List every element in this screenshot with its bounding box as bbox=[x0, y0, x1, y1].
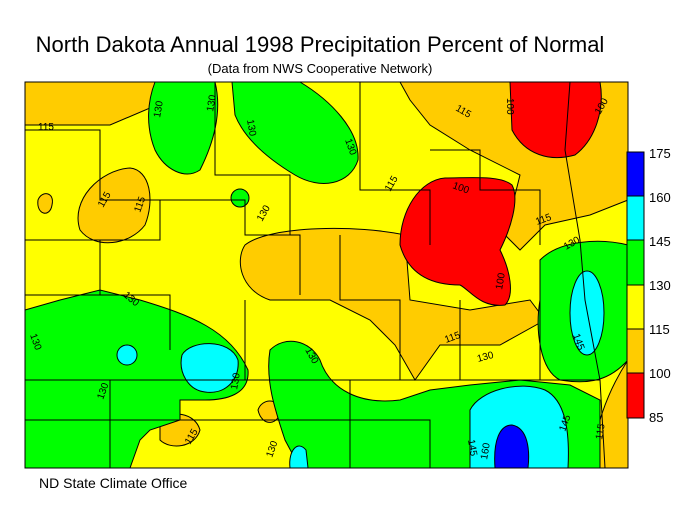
legend-tick: 145 bbox=[649, 234, 671, 249]
map-subtitle: (Data from NWS Cooperative Network) bbox=[207, 61, 433, 76]
credit-text: ND State Climate Office bbox=[39, 475, 188, 491]
contour-label: 115 bbox=[594, 422, 608, 440]
red-regions bbox=[399, 81, 602, 306]
contour-label: 145 bbox=[465, 439, 479, 458]
county-lines bbox=[25, 81, 606, 469]
contour-label: 115 bbox=[132, 195, 148, 214]
contour-label: 100 bbox=[494, 272, 508, 291]
contour-label: 130 bbox=[205, 94, 219, 113]
legend-tick: 130 bbox=[649, 278, 671, 293]
legend-tick: 175 bbox=[649, 146, 671, 161]
legend-tick: 115 bbox=[649, 322, 670, 337]
legend-tick: 85 bbox=[649, 410, 664, 425]
legend-bin bbox=[626, 195, 645, 241]
color-legend bbox=[626, 151, 645, 419]
legend-bin bbox=[626, 239, 645, 286]
legend-tick: 100 bbox=[649, 366, 671, 381]
contour-label: 160 bbox=[479, 442, 493, 461]
legend-bin bbox=[626, 151, 645, 197]
blue-region bbox=[494, 424, 530, 469]
contour-label: 130 bbox=[229, 372, 243, 391]
contour-label: 115 bbox=[534, 212, 553, 228]
legend-tick: 160 bbox=[649, 190, 671, 205]
legend-bin bbox=[626, 284, 645, 330]
legend-bin bbox=[626, 372, 645, 419]
contour-label: 115 bbox=[38, 122, 54, 133]
contour-label: 130 bbox=[152, 100, 166, 119]
contour-label: 100 bbox=[504, 98, 515, 115]
contour-labels: 115 130 130 130 100 100 115 115 130 115 … bbox=[27, 94, 611, 461]
contour-label: 115 bbox=[443, 330, 462, 346]
map-title: North Dakota Annual 1998 Precipitation P… bbox=[35, 32, 605, 57]
legend-bin bbox=[626, 328, 645, 374]
contour-label: 130 bbox=[476, 350, 495, 365]
contour-label: 130 bbox=[244, 119, 258, 138]
